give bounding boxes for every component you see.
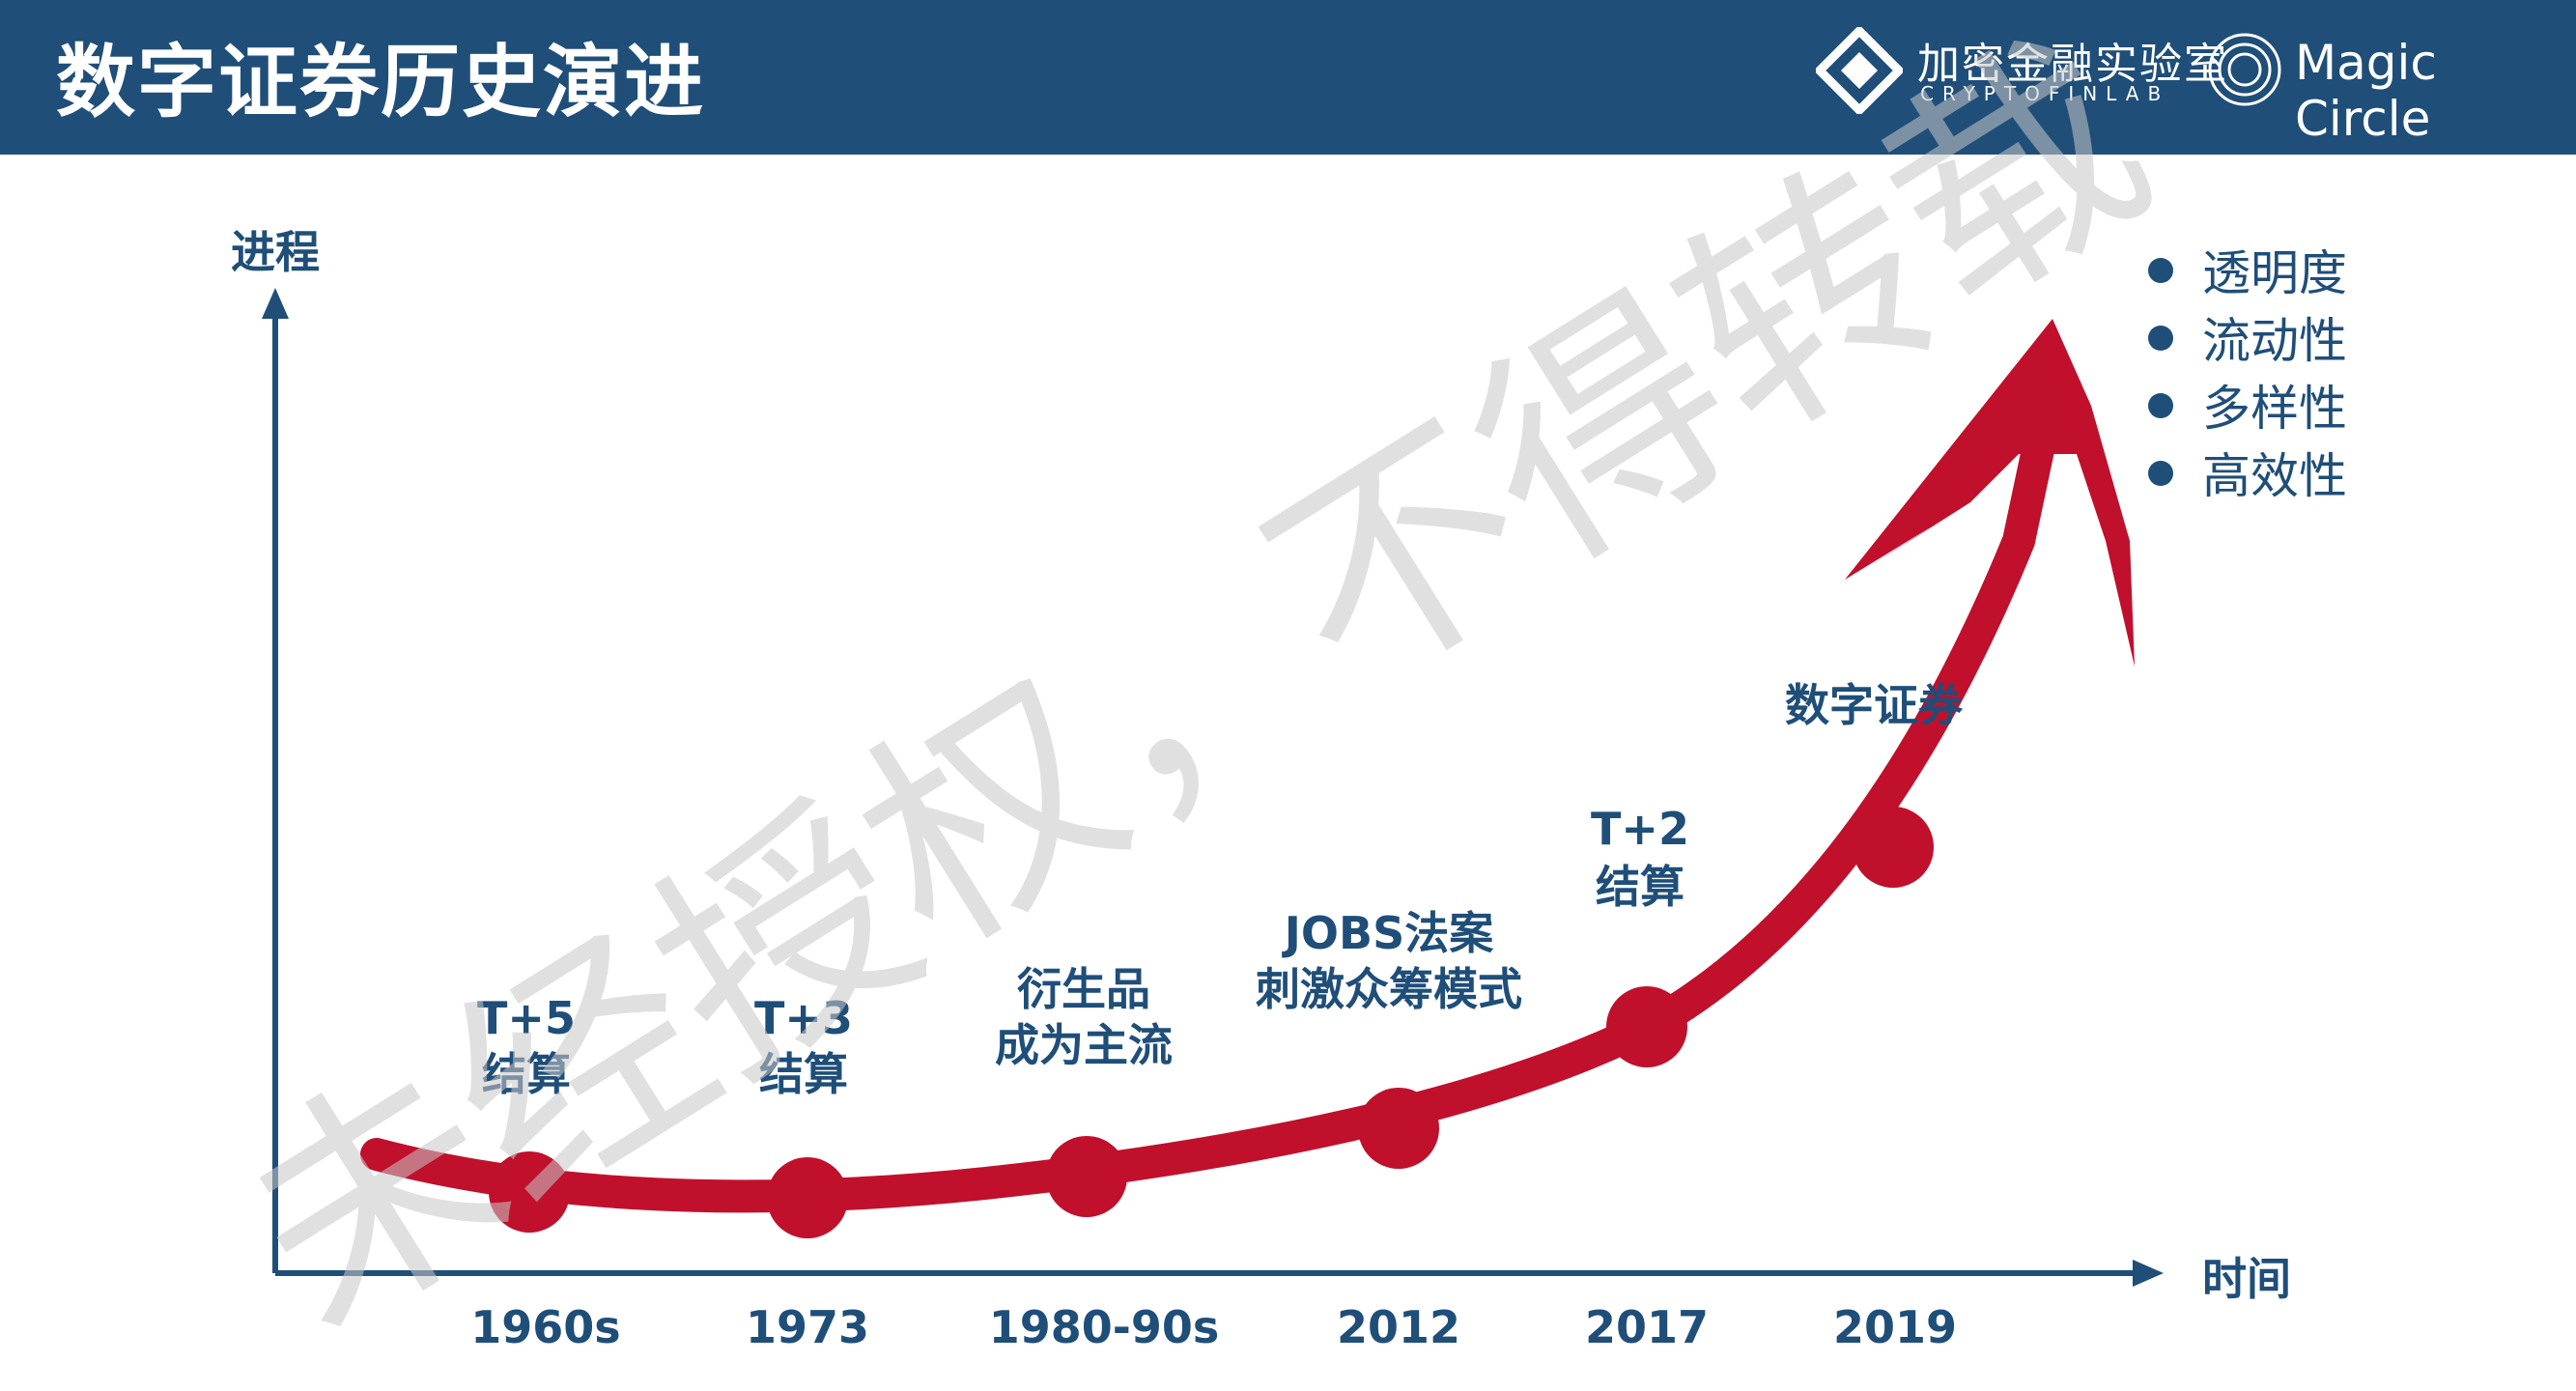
benefit-item: 透明度 <box>2202 245 2347 301</box>
year-label: 1980-90s <box>989 1301 1220 1353</box>
year-label: 2017 <box>1585 1301 1709 1353</box>
year-label: 1973 <box>746 1301 869 1353</box>
benefit-item: 流动性 <box>2202 313 2347 369</box>
milestone-label: T+5 <box>477 992 576 1044</box>
year-label: 2012 <box>1337 1301 1460 1353</box>
y-axis-label: 进程 <box>231 226 320 278</box>
growth-arrowhead <box>1845 319 2135 667</box>
header-bar: 数字证券历史演进 加密金融实验室 CRYPTOFINLAB Magic Circ… <box>0 0 2576 155</box>
milestone-label: 成为主流 <box>995 1019 1173 1071</box>
milestone-dot <box>1606 986 1687 1067</box>
bullet-dot <box>2148 258 2173 283</box>
milestone-label: 衍生品 <box>1017 963 1150 1015</box>
milestone-label: JOBS法案 <box>1282 907 1494 959</box>
bullet-dot <box>2148 393 2173 418</box>
milestone-label: 刺激众筹模式 <box>1256 963 1522 1015</box>
cryptofinlab-logo-icon <box>1816 27 1903 114</box>
milestone-label: 结算 <box>759 1048 848 1100</box>
milestone-label: 结算 <box>482 1048 571 1100</box>
x-axis-label: 时间 <box>2202 1253 2291 1305</box>
milestone-label: T+3 <box>754 992 853 1044</box>
year-label: 2019 <box>1833 1301 1957 1353</box>
bullet-dot <box>2148 326 2173 351</box>
bullet-dot <box>2148 461 2173 486</box>
page-title: 数字证券历史演进 <box>56 37 706 128</box>
year-label: 1960s <box>470 1301 620 1353</box>
milestone-dot <box>1046 1136 1127 1217</box>
benefit-item: 多样性 <box>2202 381 2347 437</box>
milestone-dot <box>1358 1088 1439 1169</box>
milestone-label: 结算 <box>1596 861 1684 913</box>
magic-circle-name: Magic Circle <box>2295 35 2437 147</box>
benefit-item: 高效性 <box>2202 448 2347 504</box>
milestone-dot <box>1853 807 1934 888</box>
x-axis-arrowhead <box>2133 1260 2164 1287</box>
milestone-label: T+2 <box>1591 803 1689 855</box>
cryptofinlab-name: 加密金融实验室 <box>1917 40 2228 89</box>
cryptofinlab-name-en: CRYPTOFINLAB <box>1920 82 2170 105</box>
milestone-label: 数字证券 <box>1785 679 1964 731</box>
milestone-dot <box>489 1151 570 1233</box>
milestone-dot <box>767 1157 848 1238</box>
magic-circle-logo-icon <box>2208 33 2281 106</box>
y-axis-arrowhead <box>262 288 289 319</box>
